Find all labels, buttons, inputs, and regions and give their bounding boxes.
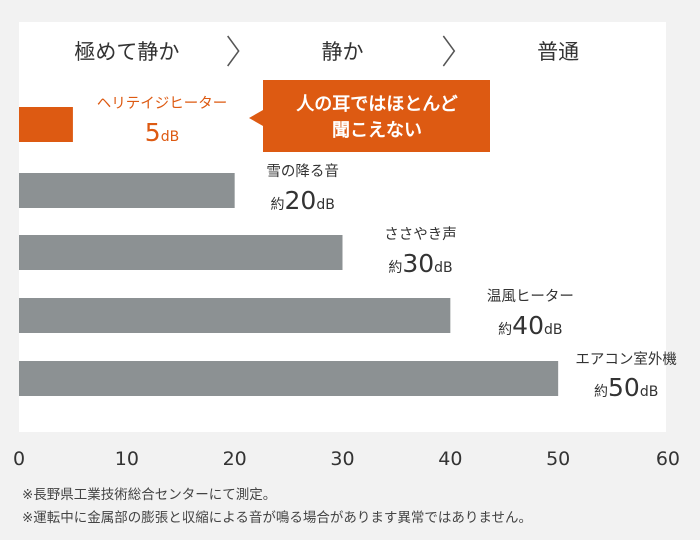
footnote-measurement: ※長野県工業技術総合センターにて測定。 [22,487,277,503]
chevron-icon-1 [227,35,240,67]
x-tick-0: 0 [13,448,25,470]
x-tick-10: 10 [115,448,139,470]
value-label-3: 約30dB [388,249,452,278]
bar-2 [19,173,235,208]
x-tick-60: 60 [656,448,680,470]
bar-label-2: 雪の降る音 [266,163,339,180]
callout-text-line-1: 人の耳ではほとんど [296,94,457,115]
value-label-1: 5dB [145,118,179,147]
x-tick-50: 50 [546,448,570,470]
bar-4 [19,298,451,333]
bar-label-5: エアコン室外機 [575,351,677,368]
value-label-2: 約20dB [271,186,335,215]
footnote-noise-warning: ※運転中に金属部の膨張と収縮による音が鳴る場合があります異常ではありません。 [22,510,533,526]
zone-label-2: 静か [322,40,364,64]
x-tick-30: 30 [330,448,354,470]
value-label-5: 約50dB [594,373,658,402]
callout-text-line-2: 聞こえない [332,120,422,141]
zone-label-1: 極めて静か [74,40,179,64]
bar-label-1: ヘリテイジヒーター [97,95,228,112]
chevron-icon-2 [442,35,456,67]
bar-label-3: ささやき声 [384,225,457,243]
zone-label-3: 普通 [537,40,579,64]
bar-3 [19,235,343,270]
bar-1 [19,107,73,142]
callout-box [249,80,490,152]
x-tick-40: 40 [438,448,462,470]
value-label-4: 約40dB [498,311,562,340]
footnotes: ※長野県工業技術総合センターにて測定。 ※運転中に金属部の膨張と収縮による音が鳴… [22,484,532,530]
x-tick-20: 20 [223,448,247,470]
bar-label-4: 温風ヒーター [487,288,574,305]
bar-5 [19,361,559,396]
